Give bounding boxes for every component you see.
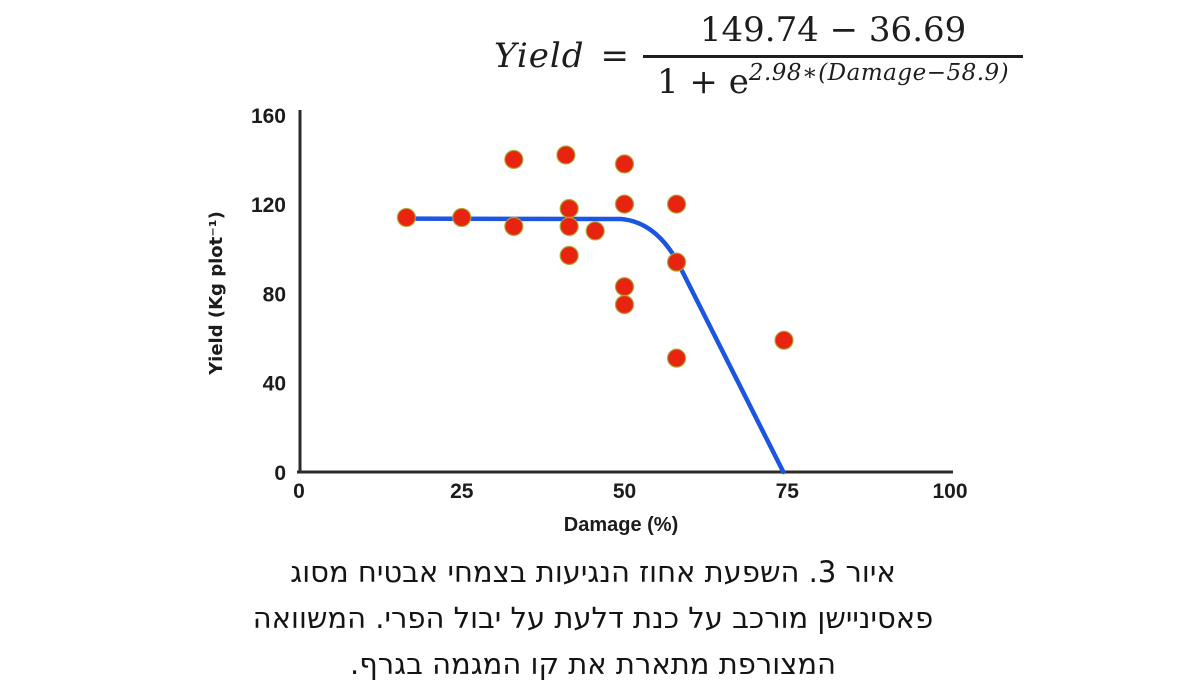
formula-denominator: 1 + e2.98∗(Damage−58.9) (643, 58, 1023, 102)
x-tick-label: 25 (450, 480, 474, 503)
data-point (666, 348, 687, 368)
data-point (614, 194, 635, 214)
trend-line-group (403, 216, 786, 475)
regression-formula: Yield = 149.74 − 36.69 1 + e2.98∗(Damage… (494, 10, 1024, 102)
formula-equals: = (600, 36, 629, 76)
data-point (614, 277, 635, 297)
caption-line: איור 3. השפעת אחוז הנגיעות בצמחי אבטיח מ… (290, 555, 896, 589)
y-tick-label: 0 (274, 462, 286, 485)
formula-exponent-coeff: 2.98∗( (748, 60, 828, 86)
formula-exponent-rest: −58.9) (926, 60, 1010, 86)
data-point (504, 149, 524, 170)
data-point (556, 145, 576, 165)
fraction-bar (642, 55, 1024, 58)
formula-exponent: 2.98∗(Damage−58.9) (749, 60, 1009, 86)
x-tick-label: 75 (776, 480, 800, 503)
y-tick-label: 120 (251, 194, 286, 217)
y-tick-label: 40 (263, 373, 286, 396)
x-tick-label: 50 (613, 480, 636, 503)
chart-axes (297, 110, 953, 474)
data-point (666, 194, 687, 214)
data-point (666, 252, 687, 272)
trend-line (403, 216, 786, 475)
figure-caption: איור 3. השפעת אחוז הנגיעות בצמחי אבטיח מ… (0, 549, 1186, 687)
data-point (396, 207, 417, 228)
x-axis-title: Damage (%) (564, 514, 678, 536)
formula-exponent-var: Damage (827, 60, 927, 86)
y-tick-label: 80 (263, 283, 286, 306)
data-point (614, 294, 635, 315)
formula-denominator-base: 1 + e (656, 62, 749, 102)
data-point (585, 221, 605, 241)
x-tick-label: 100 (932, 480, 967, 503)
y-tick-label: 160 (251, 105, 286, 128)
caption-line: המצורפת מתארת את קו המגמה בגרף. (350, 647, 836, 681)
data-points-group (396, 145, 794, 368)
data-point (559, 198, 579, 219)
chart-axis-titles: Damage (%) Yield (Kg plot⁻¹) (206, 211, 678, 536)
formula-lhs: Yield (494, 36, 585, 76)
data-point (452, 207, 472, 228)
data-point (614, 154, 635, 174)
formula-fraction: 149.74 − 36.69 1 + e2.98∗(Damage−58.9) (642, 10, 1024, 102)
data-point (774, 330, 794, 350)
chart-tick-labels: 0 40 80 120 160 0 25 50 75 100 (251, 105, 968, 503)
data-point (559, 245, 579, 266)
caption-line: פאסיניישן מורכב על כנת דלעת על יבול הפרי… (252, 601, 934, 635)
x-tick-label: 0 (293, 480, 305, 503)
data-point (559, 216, 579, 237)
y-axis-title: Yield (Kg plot⁻¹) (206, 211, 227, 376)
data-point (504, 216, 524, 237)
formula-numerator: 149.74 − 36.69 (699, 10, 967, 50)
